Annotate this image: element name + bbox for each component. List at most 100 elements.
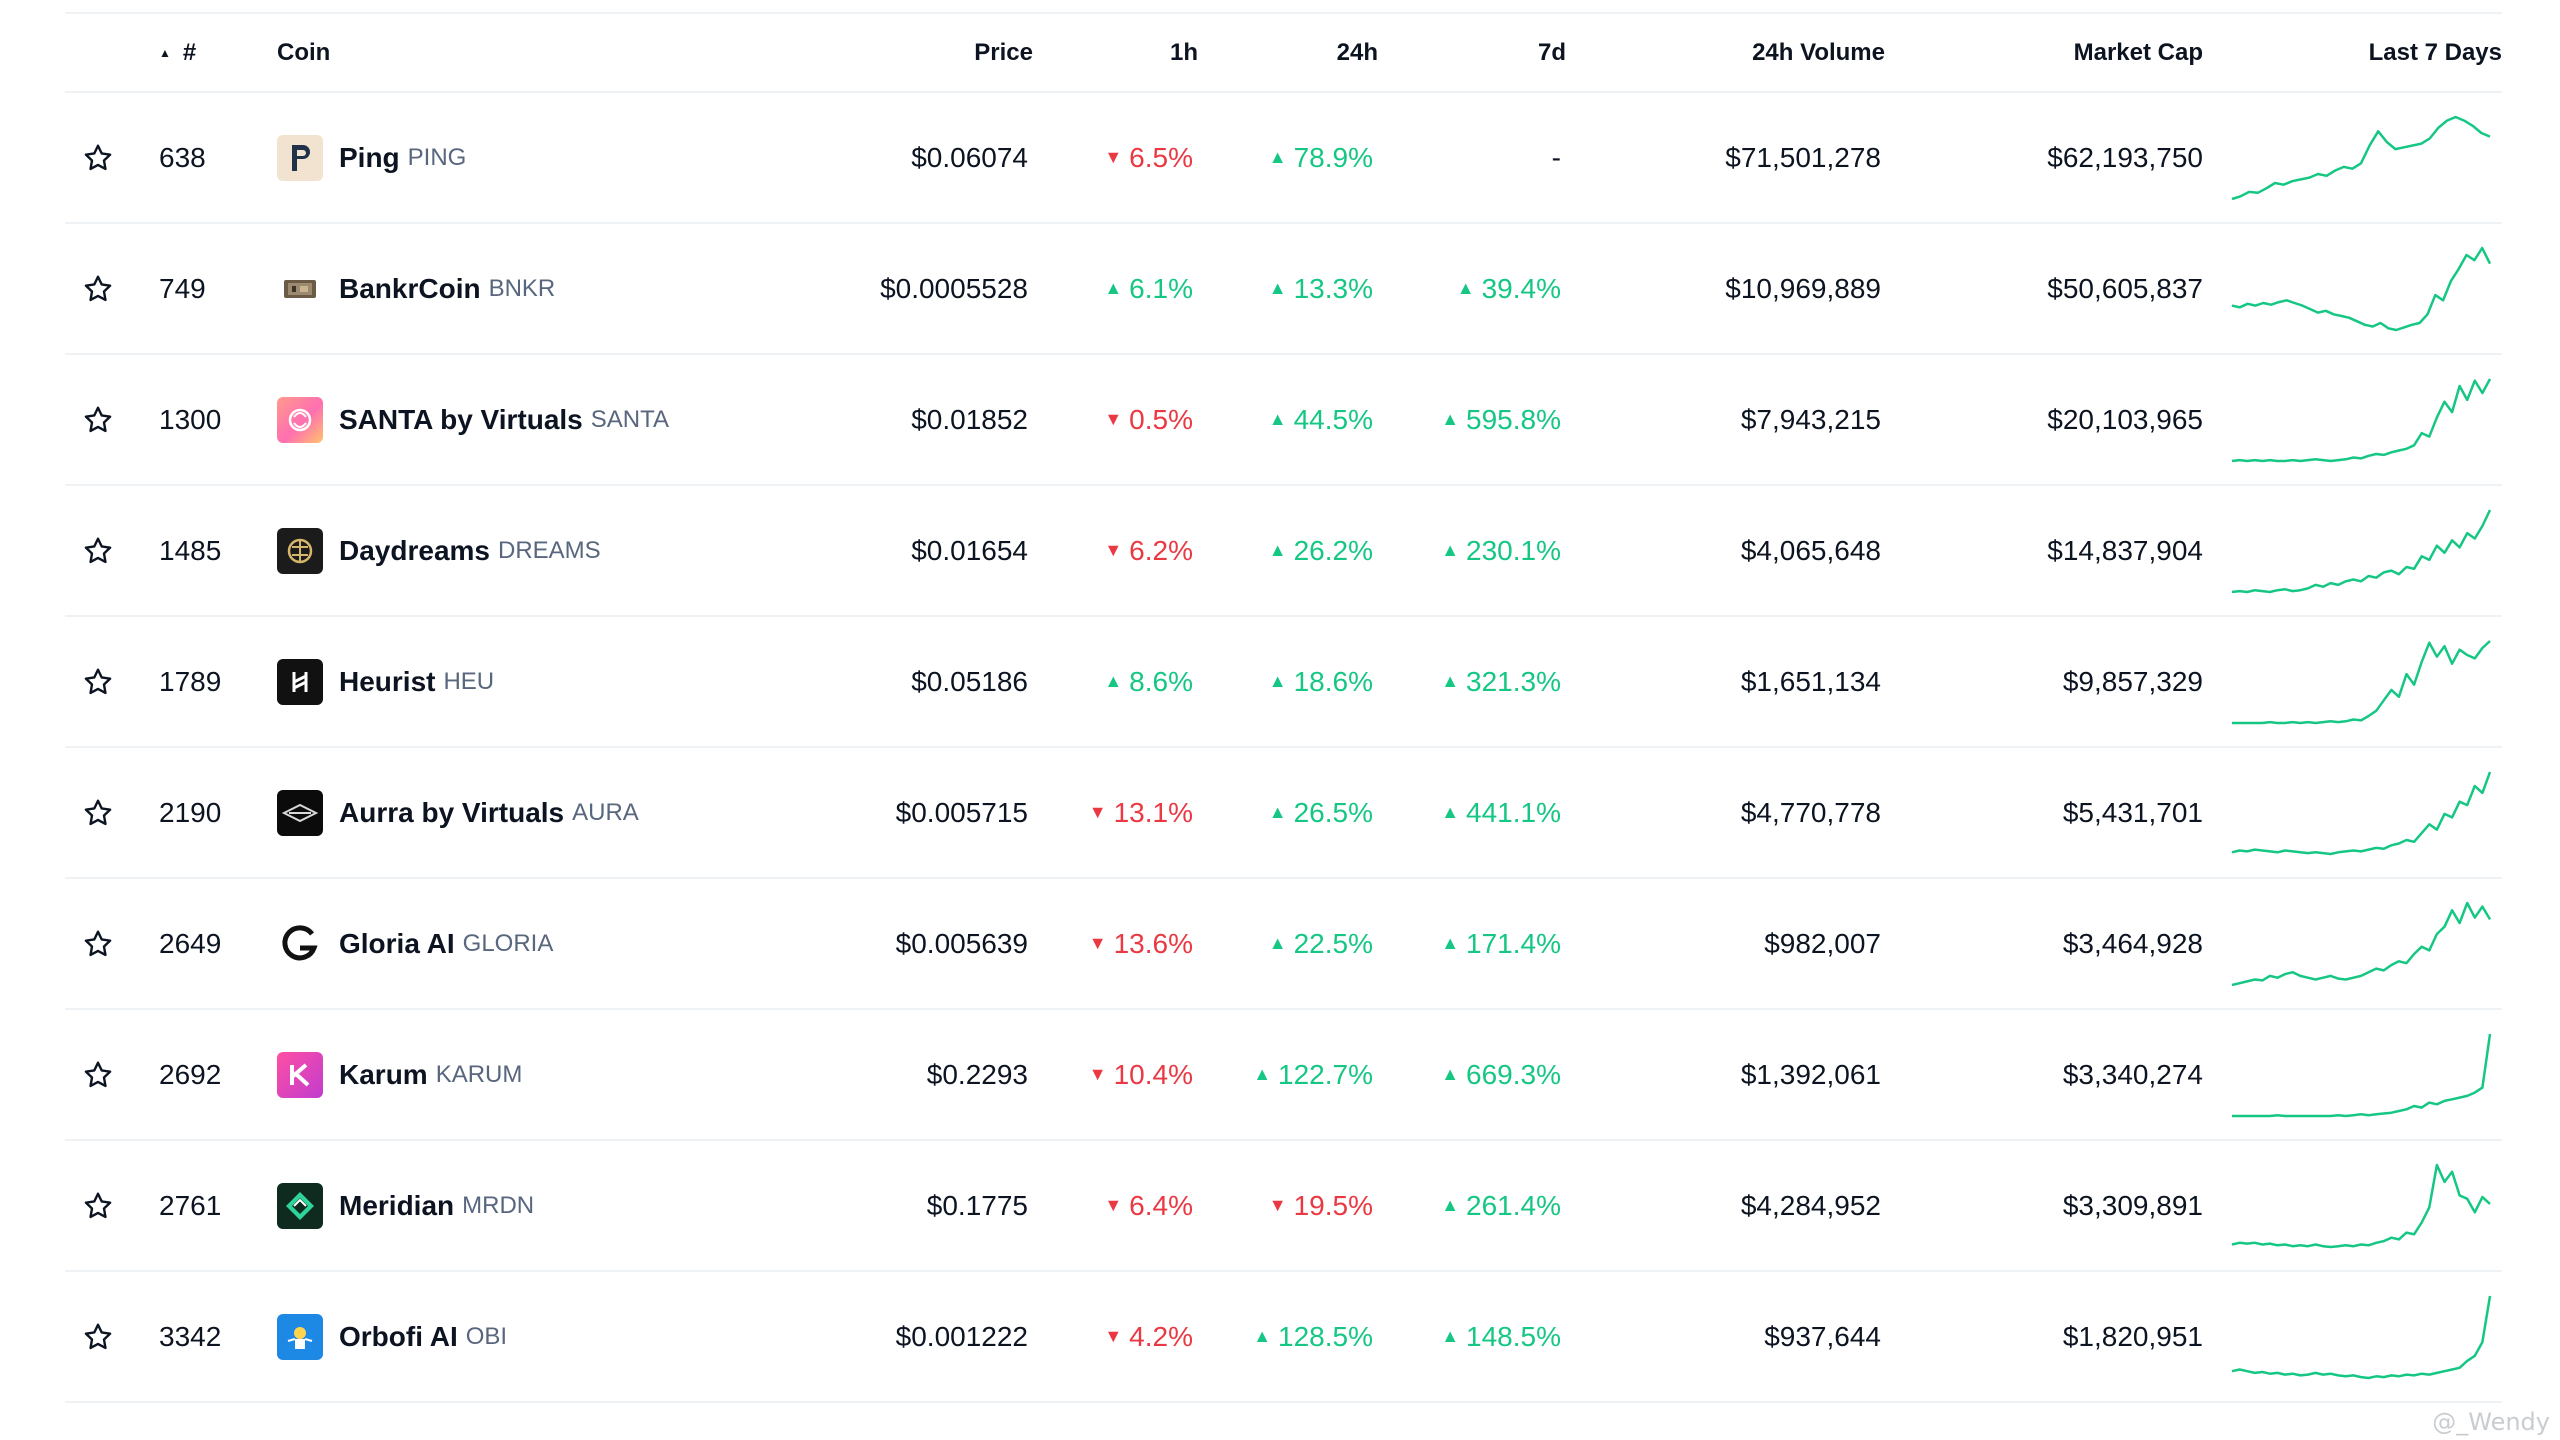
watchlist-star-button[interactable] — [78, 486, 118, 615]
change-1h-badge: ▲ 8.6% — [1104, 666, 1193, 698]
coin-name[interactable]: Meridian — [339, 1189, 455, 1221]
change-7d: ▲ 595.8% — [1373, 355, 1561, 484]
change-1h-badge: ▼ 6.2% — [1104, 535, 1193, 567]
change-24h: ▼ 19.5% — [1193, 1141, 1373, 1270]
rank-cell: 2649 — [159, 927, 222, 959]
change-24h-value: 22.5% — [1293, 927, 1373, 959]
coin-cell[interactable]: Heurist HEU — [277, 617, 837, 746]
coin-cell[interactable]: SANTA by Virtuals SANTA — [277, 355, 837, 484]
change-1h-value: 6.1% — [1129, 272, 1193, 304]
market-cap-cell: $14,837,904 — [2047, 534, 2203, 566]
caret-up-icon: ▲ — [1456, 278, 1475, 298]
caret-up-icon: ▲ — [1268, 278, 1287, 298]
coin-cell[interactable]: Daydreams DREAMS — [277, 486, 837, 615]
market-cap-cell: $3,464,928 — [2062, 927, 2203, 959]
change-7d: ▲ 669.3% — [1373, 1010, 1561, 1139]
coin-name[interactable]: SANTA by Virtuals — [339, 403, 583, 435]
coin-symbol: MRDN — [462, 1191, 535, 1219]
market-cap-column-header[interactable]: Market Cap — [2073, 38, 2203, 66]
table-row[interactable]: 3342 Orbofi AI OBI $0.001222 ▼ 4.2% ▲ 12… — [65, 1272, 2502, 1403]
coin-cell[interactable]: Meridian MRDN — [277, 1141, 837, 1270]
change-7d: ▲ 321.3% — [1373, 617, 1561, 746]
volume-cell: $982,007 — [1764, 927, 1881, 959]
market-cap-cell: $20,103,965 — [2047, 403, 2203, 435]
change-1h: ▼ 4.2% — [1028, 1272, 1193, 1401]
caret-up-icon: ▲ — [1441, 409, 1460, 429]
sparkline-cell — [2220, 1272, 2502, 1401]
caret-down-icon: ▼ — [1104, 1326, 1123, 1346]
caret-down-icon: ▼ — [1088, 802, 1107, 822]
coin-name[interactable]: Ping — [339, 141, 400, 173]
watchlist-star-button[interactable] — [78, 1272, 118, 1401]
price-cell: $0.1775 — [926, 1189, 1028, 1221]
table-row[interactable]: 638 Ping PING $0.06074 ▼ 6.5% ▲ 78.9% - … — [65, 93, 2502, 224]
change-7d-value: 441.1% — [1466, 796, 1561, 828]
change-1h: ▼ 6.4% — [1028, 1141, 1193, 1270]
caret-up-icon: ▲ — [1104, 671, 1123, 691]
table-row[interactable]: 749 BankrCoin BNKR $0.0005528 ▲ 6.1% ▲ 1… — [65, 224, 2502, 355]
1h-column-header[interactable]: 1h — [1169, 38, 1198, 66]
coin-name[interactable]: BankrCoin — [339, 272, 481, 304]
sparkline-line — [2232, 1033, 2492, 1117]
change-1h: ▼ 10.4% — [1028, 1010, 1193, 1139]
sparkline-chart — [2231, 1295, 2492, 1379]
watchlist-star-button[interactable] — [78, 1010, 118, 1139]
coin-name[interactable]: Gloria AI — [339, 927, 455, 959]
change-1h-badge: ▲ 6.1% — [1104, 273, 1193, 305]
caret-down-icon: ▼ — [1104, 1195, 1123, 1215]
sparkline-cell — [2220, 617, 2502, 746]
watchlist-star-button[interactable] — [78, 879, 118, 1008]
market-cap-cell: $5,431,701 — [2062, 796, 2203, 828]
table-row[interactable]: 2649 Gloria AI GLORIA $0.005639 ▼ 13.6% … — [65, 879, 2502, 1010]
coin-name[interactable]: Aurra by Virtuals — [339, 796, 565, 828]
change-1h-badge: ▼ 13.1% — [1089, 797, 1193, 829]
change-1h: ▼ 6.2% — [1028, 486, 1193, 615]
rank-column-header[interactable]: ▲ # — [159, 14, 249, 91]
coin-name[interactable]: Orbofi AI — [339, 1320, 458, 1352]
change-7d-badge: ▲ 261.4% — [1441, 1190, 1561, 1222]
change-1h-badge: ▼ 0.5% — [1104, 404, 1193, 436]
change-7d-badge: ▲ 171.4% — [1441, 928, 1561, 960]
coin-symbol: PING — [407, 143, 467, 171]
table-row[interactable]: 2761 Meridian MRDN $0.1775 ▼ 6.4% ▼ 19.5… — [65, 1141, 2502, 1272]
coin-name[interactable]: Karum — [339, 1058, 428, 1090]
change-1h-value: 4.2% — [1129, 1320, 1193, 1352]
change-1h-badge: ▼ 6.5% — [1104, 142, 1193, 174]
price-column-header[interactable]: Price — [974, 38, 1033, 66]
change-24h-value: 18.6% — [1293, 665, 1373, 697]
star-icon — [82, 1321, 114, 1353]
watchlist-star-button[interactable] — [78, 748, 118, 877]
coin-cell[interactable]: Karum KARUM — [277, 1010, 837, 1139]
table-row[interactable]: 1485 Daydreams DREAMS $0.01654 ▼ 6.2% ▲ … — [65, 486, 2502, 617]
star-icon — [82, 404, 114, 436]
coin-name[interactable]: Daydreams — [339, 534, 490, 566]
coin-cell[interactable]: Gloria AI GLORIA — [277, 879, 837, 1008]
change-1h-value: 0.5% — [1129, 403, 1193, 435]
watchlist-star-button[interactable] — [78, 224, 118, 353]
coin-cell[interactable]: Ping PING — [277, 93, 837, 222]
change-7d: ▲ 171.4% — [1373, 879, 1561, 1008]
watchlist-star-button[interactable] — [78, 1141, 118, 1270]
watchlist-star-button[interactable] — [78, 617, 118, 746]
rank-cell: 2692 — [159, 1058, 222, 1090]
table-row[interactable]: 2190 Aurra by Virtuals AURA $0.005715 ▼ … — [65, 748, 2502, 879]
coin-cell[interactable]: Orbofi AI OBI — [277, 1272, 837, 1401]
table-row[interactable]: 1789 Heurist HEU $0.05186 ▲ 8.6% ▲ 18.6%… — [65, 617, 2502, 748]
rank-cell: 749 — [159, 272, 206, 304]
coin-cell[interactable]: BankrCoin BNKR — [277, 224, 837, 353]
table-row[interactable]: 2692 Karum KARUM $0.2293 ▼ 10.4% ▲ 122.7… — [65, 1010, 2502, 1141]
coin-cell[interactable]: Aurra by Virtuals AURA — [277, 748, 837, 877]
watchlist-star-button[interactable] — [78, 355, 118, 484]
volume-column-header[interactable]: 24h Volume — [1752, 38, 1885, 66]
sparkline-line — [2231, 508, 2492, 593]
watchlist-star-button[interactable] — [78, 93, 118, 222]
coin-column-header[interactable]: Coin — [277, 38, 331, 66]
change-1h-value: 13.6% — [1113, 927, 1193, 959]
coin-name[interactable]: Heurist — [339, 665, 436, 697]
24h-column-header[interactable]: 24h — [1336, 38, 1378, 66]
change-7d: ▲ 148.5% — [1373, 1272, 1561, 1401]
caret-up-icon: ▲ — [1253, 1326, 1272, 1346]
table-row[interactable]: 1300 SANTA by Virtuals SANTA $0.01852 ▼ … — [65, 355, 2502, 486]
sparkline-chart — [2231, 771, 2492, 855]
7d-column-header[interactable]: 7d — [1537, 38, 1566, 66]
